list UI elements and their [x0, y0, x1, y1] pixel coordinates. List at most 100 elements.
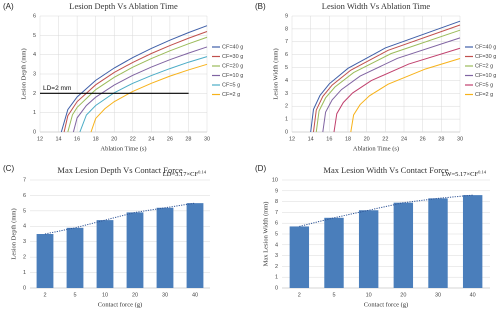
x-tick-label: 18 — [345, 136, 351, 142]
annotation-text: LW=5.17×CF — [442, 171, 479, 178]
bar — [96, 220, 114, 288]
y-tick-label: 7 — [285, 39, 288, 45]
x-tick-label: 26 — [167, 136, 173, 142]
y-tick-label: 1 — [33, 110, 36, 116]
x-tick-label: 12 — [37, 136, 43, 142]
y-axis-label: Lesion Depth (mm) — [20, 48, 27, 99]
series-line — [63, 31, 208, 133]
annotation-superscript: 0.14 — [198, 170, 207, 175]
y-tick-label: 1 — [23, 270, 26, 276]
x-tick-label: 28 — [185, 136, 191, 142]
y-tick-label: 1 — [275, 275, 278, 281]
x-tick-label: 2 — [43, 292, 46, 298]
annotation-superscript: 0.14 — [478, 170, 487, 175]
x-tick-label: 20 — [400, 292, 406, 298]
x-tick-label: 30 — [457, 136, 463, 142]
series-line — [322, 37, 461, 133]
y-tick-label: 0 — [275, 285, 278, 291]
y-tick-label: 3 — [23, 239, 26, 245]
y-tick-label: 6 — [23, 193, 26, 199]
series-line — [312, 24, 461, 133]
bar — [289, 226, 310, 288]
series-line — [310, 20, 461, 133]
x-tick-label: 22 — [382, 136, 388, 142]
y-tick-label: 4 — [275, 242, 278, 248]
legend-label: CF=30 g — [475, 54, 496, 60]
y-tick-label: 0 — [33, 129, 36, 135]
y-tick-label: 9 — [285, 13, 288, 19]
y-axis-label: Max Lesion Width (mm) — [262, 202, 269, 267]
series-line — [90, 63, 208, 133]
x-tick-label: 20 — [364, 136, 370, 142]
x-tick-label: 10 — [366, 292, 372, 298]
y-tick-label: 8 — [275, 199, 278, 205]
y-tick-label: 2 — [285, 104, 288, 110]
trend-line — [299, 194, 473, 227]
x-tick-label: 14 — [55, 136, 61, 142]
y-axis-label: Lesion Width (mm) — [272, 48, 279, 99]
x-tick-label: 14 — [308, 136, 314, 142]
legend-label: CF=2 g — [222, 92, 240, 98]
legend-label: CF=40 g — [475, 44, 496, 50]
y-tick-label: 6 — [275, 221, 278, 227]
y-tick-label: 0 — [23, 285, 26, 291]
series-line — [315, 29, 461, 133]
x-tick-label: 20 — [132, 292, 138, 298]
x-tick-label: 20 — [111, 136, 117, 142]
x-axis-label: Contact force (g) — [98, 301, 142, 308]
chart-title: Max Lesion Depth Vs Contact Force — [57, 165, 182, 175]
x-tick-label: 16 — [74, 136, 80, 142]
y-tick-label: 5 — [23, 208, 26, 214]
y-tick-label: 2 — [275, 264, 278, 270]
bar — [428, 198, 448, 288]
bar — [324, 217, 344, 288]
legend-label: CF=5 g — [475, 82, 493, 88]
annotation-text: LD=3.17×CF — [163, 171, 199, 178]
legend-label: CF=2 g — [475, 63, 493, 69]
y-tick-label: 3 — [33, 71, 36, 77]
y-tick-label: 2 — [23, 255, 26, 261]
legend-label: CF=5 g — [222, 82, 240, 88]
y-tick-label: 4 — [285, 78, 288, 84]
x-tick-label: 5 — [332, 292, 335, 298]
x-tick-label: 30 — [162, 292, 168, 298]
x-tick-label: 30 — [204, 136, 210, 142]
y-tick-label: 2 — [33, 91, 36, 97]
bar — [462, 195, 483, 288]
y-tick-label: 7 — [275, 210, 278, 216]
x-tick-label: 10 — [102, 292, 108, 298]
bar — [36, 234, 54, 288]
y-tick-label: 5 — [275, 231, 278, 237]
annotation: LD=3.17×CF0.14 — [163, 170, 207, 179]
bar — [186, 203, 204, 288]
legend-label: CF=10 g — [475, 73, 496, 79]
series-line — [79, 56, 208, 133]
chart-title: Lesion Depth Vs Ablation Time — [69, 1, 178, 11]
x-axis-label: Ablation Time (s) — [100, 145, 146, 152]
chart-title: Lesion Width Vs Ablation Time — [322, 1, 431, 11]
y-tick-label: 3 — [285, 91, 288, 97]
series-line — [333, 47, 461, 133]
panel-label: (D) — [255, 164, 266, 173]
x-tick-label: 40 — [192, 292, 198, 298]
y-tick-label: 6 — [33, 13, 36, 19]
legend-label: CF=10 g — [222, 73, 243, 79]
reference-label: LD=2 mm — [43, 85, 71, 92]
x-tick-label: 2 — [298, 292, 301, 298]
series-line — [60, 25, 208, 133]
x-tick-label: 28 — [438, 136, 444, 142]
series-line — [72, 46, 208, 133]
y-tick-label: 0 — [285, 129, 288, 135]
bar — [66, 227, 84, 288]
x-axis-label: Contact force (g) — [364, 301, 408, 308]
y-tick-label: 5 — [285, 65, 288, 71]
y-tick-label: 3 — [275, 253, 278, 259]
chart-title: Max Lesion Width Vs Contact Force — [323, 165, 448, 175]
bar — [393, 202, 414, 288]
y-tick-label: 4 — [33, 52, 36, 58]
y-tick-label: 6 — [285, 52, 288, 58]
series-line — [67, 36, 208, 133]
x-tick-label: 16 — [326, 136, 332, 142]
y-axis-label: Lesion Depth (mm) — [10, 208, 17, 259]
